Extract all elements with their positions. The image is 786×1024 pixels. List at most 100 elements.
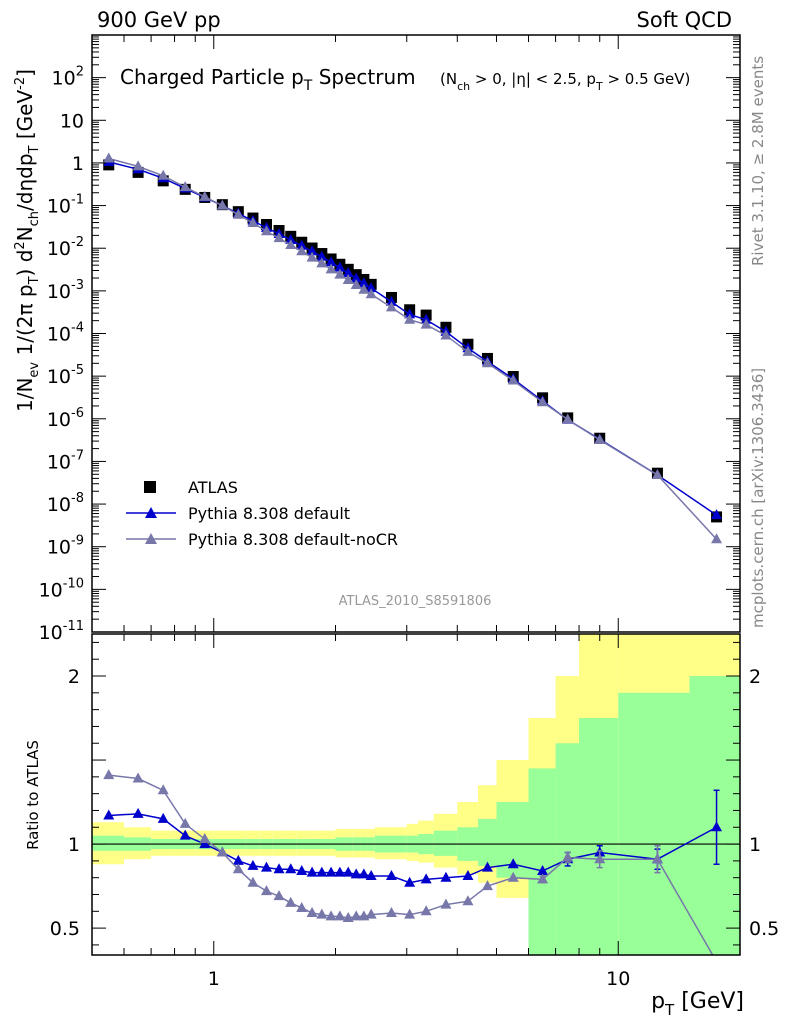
ratio-point-1: [132, 807, 144, 818]
header-right: Soft QCD: [637, 8, 732, 32]
main-y-tick-label: 10-2: [47, 235, 84, 260]
ylabel-2: 2: [13, 241, 28, 249]
atlas-data-point-overlay: [158, 175, 169, 186]
atlas-data-point-overlay: [508, 371, 519, 382]
cuts-ch: ch: [457, 80, 470, 93]
legend-label-default: Pythia 8.308 default: [188, 504, 350, 523]
pythia-point-2: [420, 318, 432, 329]
main-y-tick-label: 10-11: [39, 619, 84, 644]
pythia-point-2: [562, 413, 574, 424]
atlas-data-point-overlay: [386, 292, 397, 303]
tick-exponent: -10: [63, 576, 84, 591]
ratio-point-2: [350, 910, 362, 921]
tick-exponent: -1: [71, 193, 84, 208]
pythia-point-2: [481, 357, 493, 368]
mcplots-label: mcplots.cern.ch [arXiv:1306.3436]: [749, 368, 767, 628]
pythia-point-2: [285, 238, 297, 249]
ratio-point-2: [537, 873, 549, 884]
ratio-point-2: [507, 871, 519, 882]
ratio-point-1: [199, 838, 211, 849]
pythia-point-2: [179, 181, 191, 192]
pythia-point-2: [103, 152, 115, 163]
pythia-point-1: [334, 261, 346, 272]
pythia-point-1: [385, 295, 397, 306]
analysis-id: ATLAS_2010_S8591806: [339, 594, 492, 609]
x-tick-label: 1: [208, 968, 220, 990]
main-y-axis-label: 1/Nev 1/(2π pT) d2Nch/dηdpT [GeV-2]: [13, 69, 42, 412]
ratio-point-1: [420, 873, 432, 884]
ratio-point-1: [350, 868, 362, 879]
series-line-1: [108, 161, 717, 516]
pythia-point-2: [711, 533, 723, 544]
pythia-point-1: [358, 277, 370, 288]
pythia-point-1: [365, 282, 377, 293]
atlas-data-point-overlay: [285, 231, 296, 242]
ratio-y-tick-label-right: 1: [749, 834, 761, 856]
header-left: 900 GeV pp: [97, 8, 221, 32]
legend-label-atlas: ATLAS: [188, 478, 238, 497]
ratio-point-1: [103, 809, 115, 820]
pythia-point-2: [651, 469, 663, 480]
xlabel-gev: [GeV]: [674, 989, 744, 1014]
ratio-y-tick-label-right: 0.5: [749, 918, 779, 940]
title-spectrum: Spectrum: [312, 65, 415, 89]
pythia-point-2: [334, 268, 346, 279]
ylabel-ch: ch: [27, 211, 42, 226]
ratio-y-tick-label-left: 0.5: [50, 918, 80, 940]
ratio-point-1: [306, 866, 318, 877]
atlas-data-point-overlay: [404, 304, 415, 315]
ratio-y-axis-label: Ratio to ATLAS: [24, 740, 42, 850]
ratio-point-2: [365, 908, 377, 919]
pythia-point-2: [404, 313, 416, 324]
ratio-point-1: [342, 866, 354, 877]
atlas-data-point-overlay: [274, 225, 285, 236]
pythia-point-2: [325, 263, 337, 274]
ratio-point-2: [132, 772, 144, 783]
ratio-point-2: [247, 876, 259, 887]
ratio-point-1: [358, 868, 370, 879]
pythia-point-2: [385, 301, 397, 312]
pythia-point-1: [285, 233, 297, 244]
pythia-point-2: [358, 283, 370, 294]
atlas-data-point-overlay: [296, 237, 307, 248]
band-inner-bin: [528, 768, 556, 955]
main-y-tick-label: 10: [60, 110, 84, 132]
ratio-point-1: [440, 871, 452, 882]
tick-base: 10: [39, 622, 63, 644]
ratio-point-2: [232, 863, 244, 874]
atlas-data-point-overlay: [421, 310, 432, 321]
pythia-point-1: [342, 267, 354, 278]
ratio-point-1: [711, 821, 723, 832]
tick-base: 1: [72, 153, 84, 175]
tick-exponent: -5: [71, 363, 84, 378]
legend-label-nocr: Pythia 8.308 default-noCR: [188, 530, 398, 549]
ylabel-c: 1/(2π p: [13, 284, 37, 361]
ratio-point-2: [285, 896, 297, 907]
xlabel-p: p: [651, 989, 665, 1014]
ratio-point-1: [462, 870, 474, 881]
atlas-data-point-overlay: [482, 353, 493, 364]
ratio-point-2: [296, 901, 308, 912]
ratio-point-2: [316, 908, 328, 919]
tick-exponent: 2: [76, 65, 84, 80]
ratio-point-2: [404, 908, 416, 919]
pythia-point-2: [232, 208, 244, 219]
cuts-b: > 0, |η| < 2.5, p: [470, 70, 596, 88]
ratio-point-2: [342, 912, 354, 923]
tick-base: 10: [47, 451, 71, 473]
pythia-point-2: [507, 374, 519, 385]
main-y-tick-label: 102: [52, 65, 84, 90]
legend: ATLAS Pythia 8.308 default Pythia 8.308 …: [126, 478, 398, 549]
pythia-point-2: [273, 232, 285, 243]
pythia-point-2: [132, 160, 144, 171]
pythia-point-2: [199, 190, 211, 201]
pythia-point-2: [365, 288, 377, 299]
ratio-point-2: [562, 851, 574, 862]
ratio-point-1: [232, 854, 244, 865]
main-y-tick-label: 10-5: [47, 363, 84, 388]
ratio-point-2: [594, 853, 606, 864]
tick-exponent: -2: [71, 235, 84, 250]
tick-exponent: -8: [71, 491, 84, 506]
atlas-data-point-overlay: [711, 511, 722, 522]
